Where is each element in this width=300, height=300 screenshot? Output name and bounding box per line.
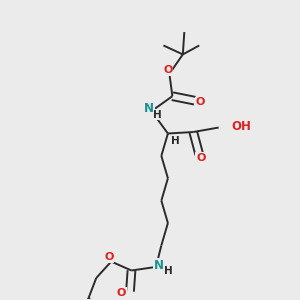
Text: O: O <box>104 252 113 262</box>
Text: O: O <box>164 65 173 75</box>
Text: OH: OH <box>231 120 251 134</box>
Text: O: O <box>196 153 206 163</box>
Text: O: O <box>117 288 126 298</box>
Text: N: N <box>154 259 164 272</box>
Text: H: H <box>171 136 180 146</box>
Text: O: O <box>196 97 205 107</box>
Text: H: H <box>153 110 162 120</box>
Text: H: H <box>164 266 173 275</box>
Text: N: N <box>144 102 154 115</box>
